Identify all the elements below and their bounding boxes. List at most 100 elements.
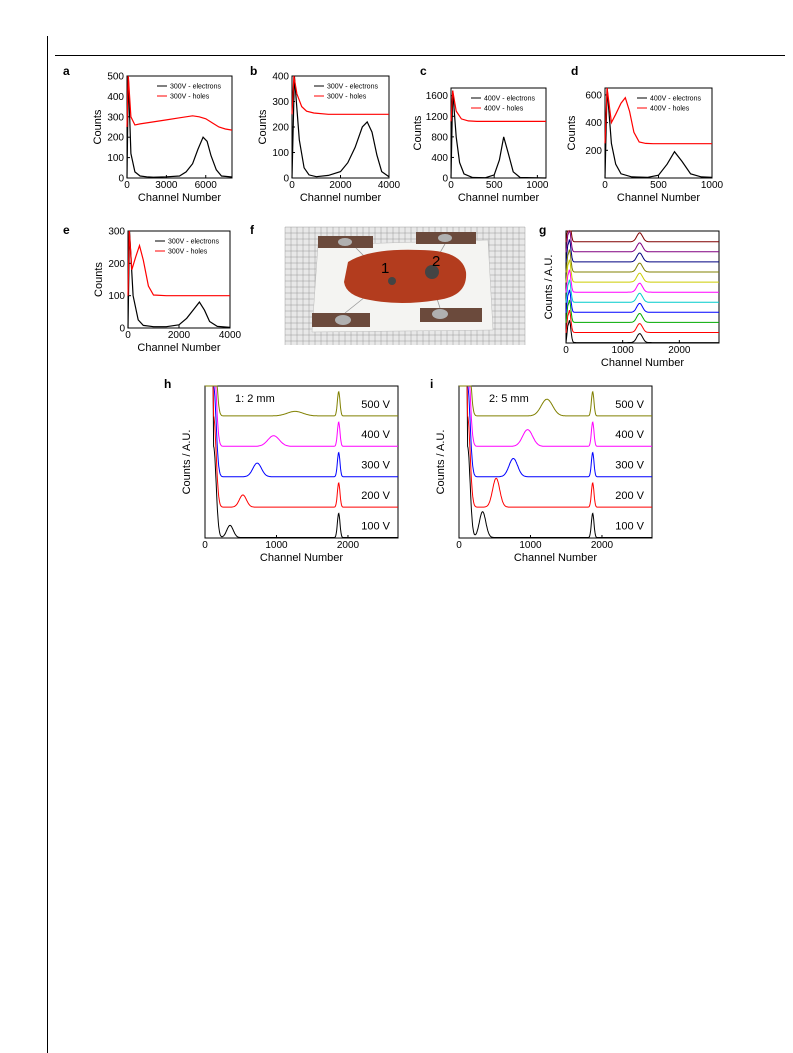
voltage-label: 300 V bbox=[615, 460, 644, 472]
x-tick-label: 1000 bbox=[526, 180, 549, 191]
x-tick-label: 1000 bbox=[265, 540, 288, 551]
legend-label: 400V - holes bbox=[484, 106, 524, 113]
series-line-holes bbox=[127, 230, 230, 297]
y-axis-label: Counts / A.U. bbox=[435, 430, 447, 495]
spectrum-line bbox=[565, 249, 719, 273]
spectrum-line bbox=[459, 385, 652, 417]
panel-letter: c bbox=[420, 64, 427, 78]
series-line-electrons bbox=[604, 87, 713, 179]
x-tick-label: 500 bbox=[486, 180, 503, 191]
silver-pad bbox=[335, 315, 351, 325]
x-tick-label: 4000 bbox=[378, 180, 401, 191]
y-tick-label: 200 bbox=[585, 146, 602, 157]
y-tick-label: 0 bbox=[283, 174, 289, 185]
legend-label: 300V - holes bbox=[170, 94, 210, 101]
y-tick-label: 400 bbox=[585, 118, 602, 129]
x-tick-label: 3000 bbox=[155, 180, 178, 191]
x-tick-label: 500 bbox=[650, 180, 667, 191]
page-top-rule bbox=[55, 55, 785, 56]
legend-label: 300V - holes bbox=[168, 249, 208, 256]
series-line-electrons bbox=[291, 75, 390, 179]
panel-letter: f bbox=[250, 223, 255, 237]
page-left-rule bbox=[47, 36, 48, 1053]
legend-label: 300V - holes bbox=[327, 94, 367, 101]
y-tick-label: 100 bbox=[108, 291, 125, 302]
x-tick-label: 4000 bbox=[219, 330, 242, 341]
plot-frame bbox=[126, 75, 233, 179]
x-axis-label: Channel number bbox=[300, 192, 382, 204]
panel-d: d 0 500 1000 200 400 600 Channel Number Counts 40… bbox=[566, 64, 724, 204]
voltage-label: 400 V bbox=[615, 429, 644, 441]
spectrum-line bbox=[565, 230, 719, 243]
voltage-label: 200 V bbox=[615, 490, 644, 502]
panel-letter: d bbox=[571, 64, 578, 78]
y-tick-label: 100 bbox=[272, 148, 289, 159]
x-tick-label: 2000 bbox=[668, 345, 691, 356]
y-tick-label: 300 bbox=[108, 227, 125, 238]
x-axis-label: Channel Number bbox=[137, 342, 220, 354]
silver-pad bbox=[438, 234, 452, 242]
x-tick-label: 2000 bbox=[329, 180, 352, 191]
spectrum-line bbox=[565, 289, 719, 313]
legend-label: 300V - electrons bbox=[168, 239, 219, 246]
x-tick-label: 6000 bbox=[195, 180, 218, 191]
y-tick-label: 400 bbox=[107, 92, 124, 103]
x-tick-label: 1000 bbox=[519, 540, 542, 551]
legend-label: 400V - holes bbox=[650, 106, 690, 113]
distance-annotation: 2: 5 mm bbox=[489, 393, 529, 405]
legend-label: 400V - electrons bbox=[484, 96, 535, 103]
x-tick-label: 1000 bbox=[701, 180, 724, 191]
x-tick-label: 0 bbox=[125, 330, 131, 341]
y-tick-label: 0 bbox=[442, 174, 448, 185]
panel-letter: a bbox=[63, 64, 70, 78]
y-axis-label: Counts bbox=[92, 109, 104, 144]
x-axis-label: Channel Number bbox=[138, 192, 221, 204]
series-line-electrons bbox=[126, 75, 233, 179]
panel-b: b 0 2000 4000 0 100 200 300 400 Channel number Cou… bbox=[250, 64, 401, 204]
spectrum-line bbox=[565, 279, 719, 303]
y-tick-label: 300 bbox=[272, 97, 289, 108]
legend-label: 300V - electrons bbox=[170, 84, 221, 91]
distance-annotation: 1: 2 mm bbox=[235, 393, 275, 405]
voltage-label: 500 V bbox=[615, 399, 644, 411]
copper-electrode bbox=[420, 308, 482, 322]
y-tick-label: 500 bbox=[107, 72, 124, 83]
spectrum-line bbox=[205, 385, 398, 417]
spectrum-line bbox=[565, 239, 719, 263]
y-tick-label: 200 bbox=[272, 123, 289, 134]
spectrum-line bbox=[565, 229, 719, 253]
x-axis-label: Channel Number bbox=[260, 552, 343, 564]
spectrum-line bbox=[459, 385, 652, 478]
series-line-holes bbox=[450, 90, 546, 123]
panel-letter: b bbox=[250, 64, 257, 78]
voltage-label: 100 V bbox=[615, 520, 644, 532]
spectrum-line bbox=[459, 385, 652, 508]
x-tick-label: 0 bbox=[202, 540, 208, 551]
spectrum-line bbox=[565, 299, 719, 323]
x-tick-label: 2000 bbox=[337, 540, 360, 551]
voltage-label: 100 V bbox=[361, 520, 390, 532]
y-tick-label: 300 bbox=[107, 112, 124, 123]
series-line-electrons bbox=[450, 90, 547, 179]
x-tick-label: 0 bbox=[563, 345, 569, 356]
perovskite-sample bbox=[344, 249, 467, 303]
x-tick-label: 2000 bbox=[591, 540, 614, 551]
x-tick-label: 0 bbox=[289, 180, 295, 191]
plot-frame bbox=[291, 75, 390, 179]
y-axis-label: Counts bbox=[566, 115, 578, 150]
panel-letter: h bbox=[164, 377, 171, 391]
panel-letter: g bbox=[539, 223, 546, 237]
legend-label: 400V - electrons bbox=[650, 96, 701, 103]
series-line-electrons bbox=[127, 230, 231, 329]
voltage-label: 200 V bbox=[361, 490, 390, 502]
x-tick-label: 0 bbox=[124, 180, 130, 191]
contact-label-1: 1 bbox=[381, 260, 389, 277]
x-tick-label: 2000 bbox=[168, 330, 191, 341]
voltage-label: 400 V bbox=[361, 429, 390, 441]
y-tick-label: 0 bbox=[119, 324, 125, 335]
y-tick-label: 200 bbox=[107, 133, 124, 144]
